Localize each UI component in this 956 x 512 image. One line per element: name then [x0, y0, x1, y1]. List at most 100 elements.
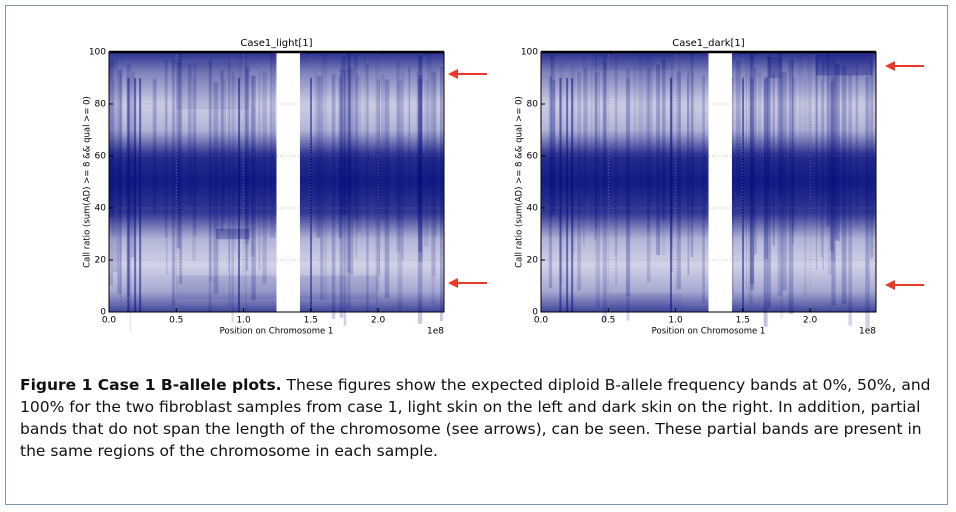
x-axis-label: Position on Chromosome 1	[652, 327, 766, 337]
density-streak	[586, 64, 588, 200]
density-streak	[745, 60, 748, 290]
density-streak	[807, 53, 812, 214]
density-streak	[772, 73, 775, 246]
density-patch	[176, 62, 250, 110]
density-streak	[676, 71, 681, 290]
density-streak	[687, 70, 690, 276]
density-streak	[228, 62, 231, 308]
density-streak	[121, 54, 123, 199]
density-patch	[608, 293, 682, 310]
density-streak	[129, 76, 132, 333]
density-streak	[550, 55, 555, 217]
density-streak	[638, 53, 644, 197]
density-streak	[577, 72, 582, 291]
density-streak	[245, 66, 249, 271]
density-streak	[353, 53, 358, 220]
density-patch	[591, 54, 675, 71]
density-streak	[584, 67, 588, 199]
density-streak	[559, 78, 562, 312]
density-streak	[347, 65, 351, 309]
density-streak	[661, 52, 666, 256]
density-streak	[343, 55, 346, 267]
density-streak	[669, 78, 672, 312]
density-streak	[431, 71, 436, 277]
arrow	[885, 280, 924, 290]
y-axis-label: Call ratio (sum(AD) >= 8 && qual >= 0)	[515, 96, 525, 268]
density-streak	[417, 55, 419, 238]
caption-title: Figure 1 Case 1 B-allele plots.	[20, 376, 282, 394]
density-streak	[339, 69, 344, 318]
density-streak	[767, 56, 771, 308]
density-streak	[110, 64, 112, 207]
density-patch	[216, 228, 250, 240]
density-streak	[117, 70, 122, 295]
y-tick-label: 20	[95, 256, 107, 266]
density-streak	[750, 52, 755, 290]
density-streak	[376, 79, 378, 314]
y-tick-label: 0	[532, 308, 538, 318]
arrow	[448, 278, 487, 288]
density-streak	[231, 71, 234, 323]
density-streak	[866, 67, 868, 280]
density-streak	[134, 78, 137, 312]
density-streak	[339, 78, 342, 240]
density-streak	[109, 60, 114, 219]
density-streak	[418, 74, 423, 262]
density-streak	[343, 70, 347, 326]
x-tick-label: 1.0	[668, 316, 683, 326]
density-streak	[742, 78, 744, 312]
density-streak	[244, 68, 250, 245]
density-streak	[764, 76, 769, 260]
density-streak	[602, 62, 608, 322]
density-streak	[750, 78, 754, 285]
density-streak	[344, 69, 349, 213]
chart-title: Case1_light[1]	[240, 38, 312, 49]
density-streak	[222, 78, 226, 224]
density-streak	[548, 76, 553, 288]
density-streak	[571, 78, 574, 312]
density-streak	[366, 64, 369, 313]
x-tick-label: 1.5	[304, 316, 318, 326]
density-streak	[440, 66, 443, 322]
density-streak	[348, 52, 352, 198]
density-streak	[647, 54, 650, 233]
density-streak	[803, 78, 807, 297]
density-streak	[646, 69, 651, 282]
density-streak	[815, 65, 818, 270]
density-streak	[238, 55, 242, 195]
x-axis-label: Position on Chromosome 1	[220, 327, 334, 337]
density-streak	[788, 59, 794, 315]
x-offset-label: 1e8	[859, 327, 876, 337]
y-tick-label: 100	[89, 48, 106, 58]
data-gap	[276, 52, 300, 312]
density-streak	[319, 76, 323, 301]
y-tick-label: 60	[95, 152, 107, 162]
density-streak	[841, 65, 847, 305]
density-streak	[120, 74, 122, 303]
density-streak	[614, 69, 618, 257]
figure-caption: Figure 1 Case 1 B-allele plots. These fi…	[20, 374, 935, 462]
density-streak	[127, 78, 130, 312]
density-streak	[763, 81, 766, 327]
density-streak	[270, 54, 275, 239]
density-streak	[758, 70, 761, 208]
density-streak	[209, 58, 213, 283]
x-tick-label: 0.5	[601, 316, 615, 326]
density-streak	[830, 58, 836, 262]
arrow	[448, 69, 487, 79]
density-streak	[187, 64, 192, 205]
density-streak	[792, 60, 794, 244]
density-streak	[749, 52, 754, 306]
density-streak	[213, 81, 219, 295]
density-streak	[833, 63, 838, 239]
density-streak	[822, 61, 824, 272]
density-streak	[237, 78, 240, 312]
density-streak	[831, 76, 836, 306]
arrow	[885, 61, 924, 71]
density-streak	[650, 52, 653, 204]
x-offset-label: 1e8	[427, 327, 444, 337]
y-tick-label: 40	[527, 204, 539, 214]
density-streak	[815, 58, 819, 198]
density-streak	[764, 77, 768, 327]
